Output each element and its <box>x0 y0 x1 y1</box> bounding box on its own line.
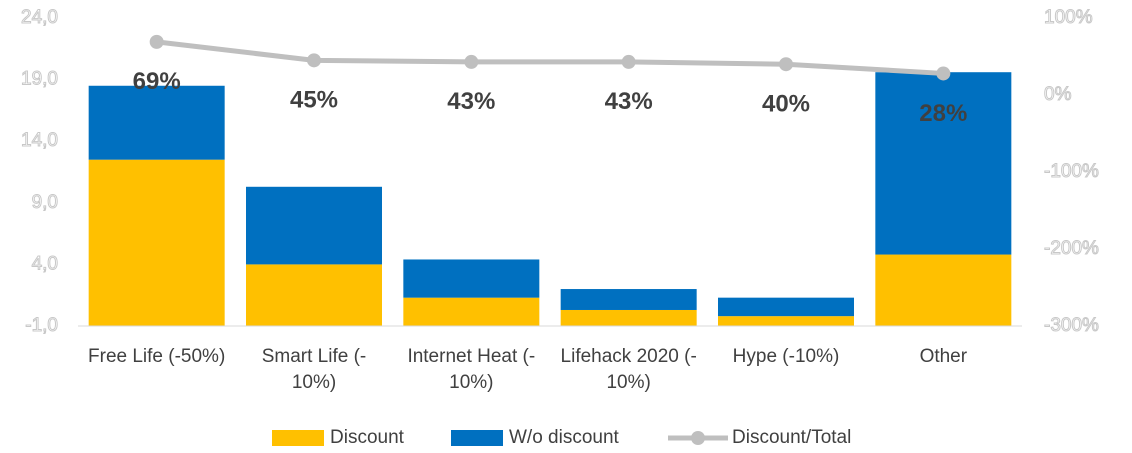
marker <box>307 53 321 68</box>
bar <box>875 254 1012 326</box>
y-tick-label: 9,0 <box>32 192 58 213</box>
y2-tick-label: -100% <box>1044 161 1099 182</box>
x-tick-label: Hype (-10%) <box>732 346 840 367</box>
x-tick-label: Lifehack 2020 (- 10%) <box>560 346 697 393</box>
data-label: 69% <box>133 68 181 95</box>
data-label: 28% <box>919 100 967 127</box>
y-tick-label: 4,0 <box>32 253 58 274</box>
y2-tick-label: -300% <box>1044 315 1099 336</box>
x-tick-label: Internet Heat (- 10%) <box>407 346 536 393</box>
bar <box>718 316 854 326</box>
x-tick-label: Free Life (-50%) <box>88 346 226 367</box>
data-label: 43% <box>447 88 495 115</box>
legend-swatch <box>272 430 324 446</box>
line <box>156 39 944 76</box>
marker <box>779 57 793 72</box>
marker <box>149 34 164 49</box>
data-label: 43% <box>605 88 653 115</box>
data-label: 40% <box>762 91 810 118</box>
y-tick-label: 19,0 <box>21 69 58 90</box>
legend-text: Discount/Total <box>732 427 851 448</box>
data-label: 45% <box>290 87 338 114</box>
bar <box>718 297 854 317</box>
y2-tick-label: 100% <box>1044 7 1093 28</box>
y2-tick-label: 0% <box>1044 84 1072 105</box>
y-tick-label: -1,0 <box>25 315 58 336</box>
y-tick-label: 14,0 <box>21 130 58 151</box>
bar <box>246 186 382 265</box>
x-tick-label: Other <box>919 346 968 367</box>
marker <box>621 54 636 69</box>
legend-swatch <box>451 430 503 446</box>
y2-tick-label: -200% <box>1044 238 1099 259</box>
bar <box>875 72 1012 255</box>
x-tick-label: Smart Life (- 10%) <box>261 346 367 393</box>
bar <box>560 309 697 326</box>
legend-swatch <box>691 431 705 445</box>
bar <box>246 264 382 326</box>
bar <box>403 259 540 298</box>
legend-text: Discount <box>330 427 405 448</box>
marker <box>936 66 951 81</box>
y-tick-label: 24,0 <box>21 7 58 28</box>
bar <box>88 159 225 326</box>
legend-text: W/o discount <box>509 427 620 448</box>
marker <box>464 54 479 69</box>
bar <box>88 85 225 160</box>
bar <box>560 289 697 310</box>
bar <box>403 297 540 326</box>
